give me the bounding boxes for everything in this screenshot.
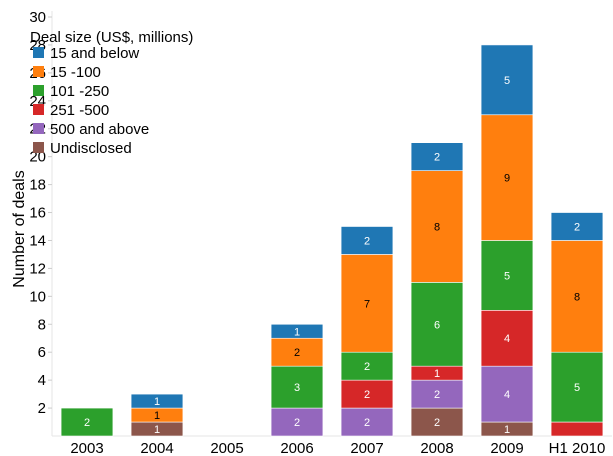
x-tick-label: 2008 [420,440,453,456]
legend-swatch [33,85,44,96]
legend-swatch [33,47,44,58]
bar-segments [60,44,604,437]
data-label: 5 [574,382,580,394]
y-tick-label: 10 [29,288,46,305]
data-label: 2 [364,235,370,247]
y-tick-label: 12 [29,260,46,277]
data-label: 8 [574,291,580,303]
data-label: 1 [154,396,160,408]
bar-segment [550,351,604,423]
data-labels: 1 2 1 2 2 2 4 2 1 4 2 3 2 6 5 5 1 2 7 8 9 8 1 1 2 2 5 2 [84,75,580,436]
bar-segment [480,44,534,116]
data-label: 2 [434,389,440,401]
legend: Deal size (US$, millions) 15 and below 15… [30,29,193,157]
bar-segment [480,114,534,241]
x-tick-label: 2006 [280,440,313,456]
bar-segment [410,282,464,367]
data-label: 5 [504,270,510,282]
data-label: 2 [434,417,440,429]
data-label: 2 [434,152,440,164]
bar-segment [410,142,464,171]
y-tick-label: 4 [38,372,46,389]
bar-segment [60,407,114,437]
legend-entry-label: 101 -250 [50,83,109,100]
data-label: 1 [294,326,300,338]
x-tick-label: H1 2010 [549,440,606,456]
data-label: 2 [364,417,370,429]
data-label: 2 [294,347,300,359]
y-tick-label: 2 [38,400,46,417]
bar-segment [410,170,464,283]
legend-entry-label: 15 and below [50,45,139,62]
data-label: 1 [504,424,510,436]
data-label: 1 [154,424,160,436]
bar-segment [550,212,604,241]
data-label: 3 [294,382,300,394]
legend-title: Deal size (US$, millions) [30,29,193,46]
y-tick-label: 18 [29,177,46,194]
bar-segment [130,393,184,409]
legend-swatch [33,142,44,153]
y-tick-label: 30 [29,9,46,26]
x-axis-ticks: 2003 2004 2005 2006 2007 2008 2009 H1 2010 [70,440,605,456]
data-label: 8 [434,222,440,234]
bar-segment [340,254,394,353]
data-label: 1 [434,368,440,380]
data-label: 6 [434,319,440,331]
legend-swatch [33,123,44,134]
legend-entry-label: 251 -500 [50,102,109,119]
bar-segment [480,309,534,367]
bar-segment [340,407,394,437]
x-tick-label: 2003 [70,440,103,456]
bar-segment [550,421,604,437]
legend-entry-label: 15 -100 [50,64,101,81]
bar-segment [550,240,604,353]
x-tick-label: 2009 [490,440,523,456]
y-tick-label: 6 [38,344,46,361]
legend-entry-label: Undisclosed [50,140,132,157]
legend-swatch [33,104,44,115]
y-axis-label: Number of deals [11,170,28,287]
legend-entry-label: 500 and above [50,121,149,138]
data-label: 5 [504,75,510,87]
data-label: 2 [364,361,370,373]
y-tick-label: 8 [38,316,46,333]
x-tick-label: 2004 [140,440,173,456]
bar-segment [270,407,324,437]
bar-segment [270,323,324,339]
bar-segment [480,365,534,423]
bar-segment [410,379,464,409]
bar-segment [480,240,534,311]
legend-swatch [33,66,44,77]
x-tick-label: 2007 [350,440,383,456]
bar-segment [410,407,464,437]
data-label: 9 [504,173,510,185]
data-label: 2 [294,417,300,429]
data-label: 1 [154,410,160,422]
x-tick-label: 2005 [210,440,243,456]
data-label: 4 [504,333,510,345]
y-tick-label: 14 [29,232,46,249]
data-label: 7 [364,298,370,310]
bar-segment [340,226,394,255]
data-label: 2 [364,389,370,401]
y-tick-label: 16 [29,205,46,222]
data-label: 2 [84,417,90,429]
data-label: 4 [504,389,510,401]
bar-segment [340,351,394,381]
data-label: 2 [574,222,580,234]
